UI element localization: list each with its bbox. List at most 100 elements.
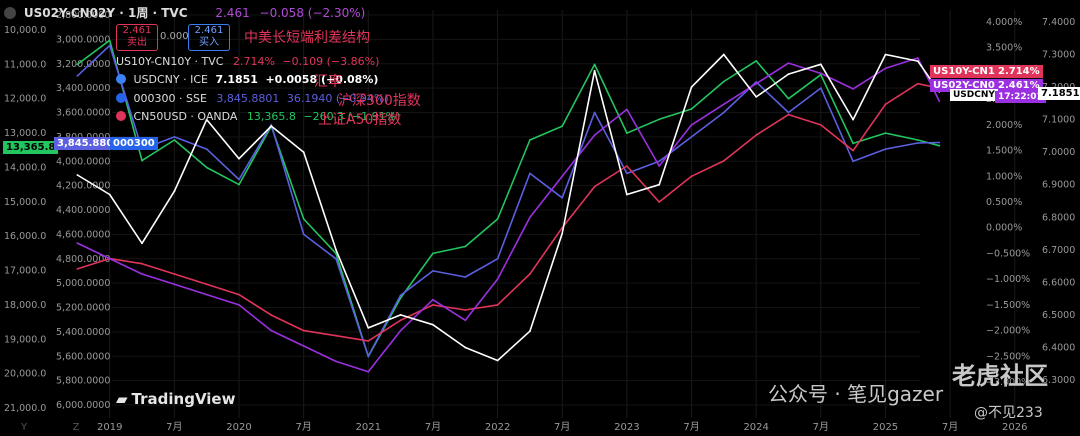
tradingview-wordmark: TradingView <box>131 390 236 408</box>
csi300-axis-tick: 3,000.0000 <box>56 34 110 45</box>
data-point-usdcny <box>593 69 596 72</box>
data-point-usdcny <box>205 118 208 121</box>
data-point-us02y-cn02y <box>464 319 467 322</box>
data-point-000300 <box>238 178 240 181</box>
annotation-fx: 汇率 <box>314 74 342 90</box>
legend-csi300[interactable]: 000300 · SSE 3,845.8801 36.1940 (−0.94%) <box>116 92 389 105</box>
buy-price: 2.461 <box>194 25 224 36</box>
legend-a50[interactable]: CN50USD · OANDA 13,365.8 −260.3 (−1.91%) <box>116 110 400 123</box>
pct-axis-tick: 0.500% <box>986 197 1022 208</box>
data-point-us02y-cn02y <box>141 273 143 275</box>
pct-axis-tick: −1.500% <box>986 300 1030 311</box>
data-point-us02y-cn02y <box>108 257 111 260</box>
index-icon <box>116 111 126 121</box>
data-point-000300 <box>561 196 564 199</box>
annotation-csi300: 沪深300指数 <box>338 93 421 109</box>
pct-axis-tick: 1.000% <box>986 171 1022 182</box>
a50-axis-tick: 10,000.0 <box>4 25 46 36</box>
data-point-usdcny <box>690 86 693 88</box>
data-point-usdcny <box>399 314 402 316</box>
data-point-cn50usd <box>690 108 693 110</box>
sell-button[interactable]: 2.461 卖出 <box>116 24 158 51</box>
a50-price-tag: 13,365.8 <box>3 141 59 154</box>
data-point-us10y-cn10y <box>722 160 725 162</box>
a50-axis-tick: 12,000.0 <box>4 94 46 105</box>
fx-axis-tick: 7.1000 <box>1042 115 1075 126</box>
a50-axis-tick: 13,000.0 <box>4 128 46 139</box>
data-point-cn50usd <box>916 139 919 141</box>
sell-price: 2.461 <box>122 25 152 36</box>
data-point-us10y-cn10y <box>690 175 693 178</box>
pct-axis-tick: −2.500% <box>986 351 1030 362</box>
data-point-us02y-cn02y <box>432 298 434 301</box>
pct-axis-tick: 4.000% <box>986 17 1022 28</box>
data-point-000300 <box>916 142 919 144</box>
index-icon <box>116 93 126 103</box>
data-point-usdcny <box>561 232 564 235</box>
a50-axis-tick: 11,000.0 <box>4 59 46 70</box>
data-point-usdcny <box>852 118 854 121</box>
data-point-us02y-cn02y <box>916 57 919 59</box>
data-point-us10y-cn10y <box>76 268 79 270</box>
data-point-usdcny <box>722 53 725 56</box>
fx-axis-tick: 7.4000 <box>1042 17 1075 28</box>
x-tick-label: 7月 <box>425 421 441 433</box>
data-point-us10y-cn10y <box>270 314 273 316</box>
data-point-cn50usd <box>108 39 111 42</box>
data-point-us02y-cn02y <box>787 62 790 64</box>
series-line-000300 <box>76 44 940 358</box>
watermark-account: 公众号 · 笔见gazer <box>768 382 944 406</box>
fx-axis-tick: 6.4000 <box>1042 342 1075 353</box>
fx-axis-tick: 6.3000 <box>1042 375 1075 386</box>
fx-axis-tick: 6.8000 <box>1042 212 1075 223</box>
usdcny-value-tag: 7.1851 <box>1038 87 1080 100</box>
csi300-axis-tick: 4,000.0000 <box>56 156 110 167</box>
buy-button[interactable]: 2.461 买入 <box>188 24 230 51</box>
csi300-axis-tick: 5,200.0000 <box>56 303 110 314</box>
data-point-us10y-cn10y <box>432 304 434 306</box>
pct-axis-tick: −0.500% <box>986 248 1030 259</box>
x-tick-label: 2025 <box>873 422 898 433</box>
logo-icon <box>4 7 16 19</box>
grid-lines <box>109 10 1016 418</box>
data-point-cn50usd <box>626 132 628 135</box>
a50-axis-tick: 21,000.0 <box>4 403 46 414</box>
csi300-axis-tick: 5,400.0000 <box>56 327 110 338</box>
a50-axis-tick: 18,000.0 <box>4 300 46 311</box>
data-point-us10y-cn10y <box>464 309 467 311</box>
data-point-us02y-cn02y <box>690 124 693 126</box>
data-point-000300 <box>496 257 499 260</box>
data-point-us02y-cn02y <box>755 82 758 85</box>
data-point-us10y-cn10y <box>141 262 143 265</box>
data-point-usdcny <box>335 248 337 251</box>
usdcny-label-tag: USDCNY <box>950 89 998 101</box>
pct-axis-tick: 3.500% <box>986 43 1022 54</box>
data-point-us02y-cn02y <box>496 278 499 280</box>
pct-axis-tick: 1.500% <box>986 146 1022 157</box>
data-point-us10y-cn10y <box>367 340 370 342</box>
data-point-us10y-cn10y <box>819 124 822 126</box>
usdcny-time-tag: 17:22:01 <box>995 91 1046 103</box>
symbol-header[interactable]: US02Y-CN02Y · 1周 · TVC 2.461 −0.058 (−2.… <box>4 4 365 21</box>
data-point-000300 <box>852 160 854 163</box>
data-point-000300 <box>884 148 887 151</box>
data-point-usdcny <box>432 323 434 326</box>
data-point-us10y-cn10y <box>529 273 531 275</box>
tradingview-logo[interactable]: ▰ TradingView <box>116 390 235 408</box>
fx-axis-tick: 7.3000 <box>1042 50 1075 61</box>
data-point-us02y-cn02y <box>884 67 887 70</box>
data-point-usdcny <box>464 346 467 349</box>
x-tick-label: 2019 <box>97 422 122 433</box>
x-tick-label: Y <box>20 422 28 433</box>
data-point-us02y-cn02y <box>367 370 370 373</box>
series-line-cn50usd <box>76 39 940 358</box>
data-point-us10y-cn10y <box>852 149 854 152</box>
legend-us10y[interactable]: US10Y-CN10Y · TVC 2.714% −0.109 (−3.86%) <box>116 55 379 68</box>
data-point-cn50usd <box>593 63 596 66</box>
csi300-price-tag: 3,845.8801 <box>54 137 124 150</box>
data-point-cn50usd <box>238 183 240 186</box>
data-point-cn50usd <box>787 97 790 100</box>
data-point-cn50usd <box>658 118 661 121</box>
legend-usdcny[interactable]: USDCNY · ICE 7.1851 +0.0058 (+0.08%) <box>116 73 378 86</box>
